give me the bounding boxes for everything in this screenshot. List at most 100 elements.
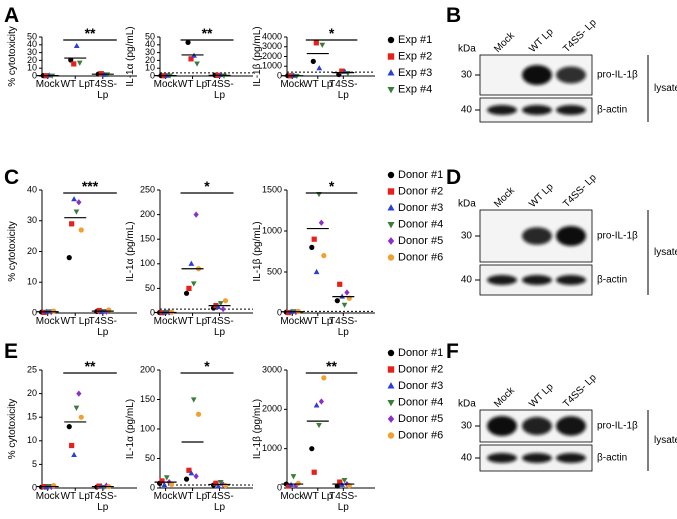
- y-tick-label: 20: [27, 388, 37, 398]
- x-tick-label: T4SS- Lp: [205, 79, 234, 101]
- y-axis-label: % cytotoxicity: [7, 26, 18, 87]
- data-point: [319, 42, 326, 48]
- data-point: [186, 467, 192, 473]
- kda-label: kDa: [458, 199, 476, 210]
- y-tick-label: 10: [27, 435, 37, 445]
- x-tick-label: WT Lp: [60, 316, 90, 327]
- y-tick-label: 0: [277, 70, 282, 80]
- data-point: [41, 309, 47, 315]
- band: [556, 105, 586, 115]
- legend-label: Donor #6: [398, 251, 443, 263]
- y-axis-label: % cytotoxicity: [7, 221, 18, 282]
- y-tick-label: 200: [140, 364, 155, 374]
- y-tick-label: 30: [145, 47, 155, 57]
- data-point: [193, 211, 199, 218]
- data-point: [190, 281, 197, 287]
- band-label: β-actin: [597, 105, 627, 116]
- x-label-box: T4SS- Lp: [88, 491, 117, 513]
- y-tick-label: 0: [277, 307, 282, 317]
- band: [487, 275, 517, 285]
- data-point: [334, 298, 340, 304]
- data-point: [195, 411, 202, 417]
- panel-letter: D: [446, 166, 461, 189]
- legend-label: Exp #4: [398, 83, 432, 95]
- data-point: [313, 402, 320, 408]
- y-tick-label: 2000: [262, 51, 282, 61]
- y-tick-label: 3000: [262, 41, 282, 51]
- band: [487, 416, 517, 436]
- data-point: [222, 483, 229, 489]
- lane-label: Mock: [492, 185, 517, 210]
- data-point: [309, 244, 315, 250]
- x-tick-label: T4SS- Lp: [88, 491, 117, 513]
- data-point: [66, 424, 72, 430]
- x-label-box: WT Lp: [303, 79, 332, 90]
- y-axis-label: IL-1α (pg/mL): [125, 26, 136, 86]
- data-point: [76, 199, 82, 206]
- legend-label: Donor #4: [398, 218, 443, 230]
- legend-label: Donor #1: [398, 347, 443, 359]
- data-point: [76, 60, 83, 66]
- x-tick-label: T4SS- Lp: [329, 316, 358, 338]
- data-point: [341, 478, 348, 484]
- data-point: [183, 290, 190, 296]
- data-point: [96, 307, 102, 314]
- x-label-box: WT Lp: [303, 491, 332, 502]
- data-point: [69, 221, 75, 227]
- data-point: [387, 432, 395, 439]
- legend-label: Donor #3: [398, 380, 443, 392]
- data-point: [69, 442, 75, 449]
- x-tick-label: Mock: [153, 316, 178, 327]
- data-point: [51, 308, 57, 314]
- data-point: [188, 260, 195, 266]
- legend-label: Exp #1: [398, 34, 432, 46]
- x-label-box: T4SS- Lp: [329, 491, 358, 513]
- x-tick-label: T4SS- Lp: [329, 491, 358, 513]
- data-point: [387, 221, 395, 229]
- y-tick-label: 150: [140, 234, 155, 244]
- lane-label: WT Lp: [527, 26, 556, 55]
- data-point: [168, 481, 175, 488]
- data-point: [313, 40, 319, 46]
- y-tick-label: 15: [27, 412, 37, 422]
- significance: **: [326, 358, 337, 374]
- data-point: [295, 480, 301, 486]
- y-tick-label: 200: [140, 209, 155, 219]
- y-tick-label: 30: [27, 215, 37, 225]
- y-tick-label: 25: [27, 364, 37, 374]
- data-point: [311, 236, 317, 242]
- data-point: [73, 209, 80, 215]
- legend-label: Donor #4: [398, 396, 443, 408]
- y-tick-label: 3000: [262, 364, 282, 374]
- fraction-label: lysate: [654, 247, 677, 258]
- legend-label: Donor #1: [398, 169, 443, 181]
- x-tick-label: T4SS- Lp: [205, 316, 234, 338]
- x-label-box: T4SS- Lp: [329, 316, 358, 338]
- y-tick-label: 50: [27, 31, 37, 41]
- panel-letter: B: [446, 4, 461, 27]
- data-point: [344, 289, 350, 296]
- lane-label: WT Lp: [527, 181, 556, 210]
- data-point: [316, 422, 322, 429]
- data-point: [387, 415, 395, 423]
- x-label-box: Mock: [36, 316, 60, 327]
- data-point: [73, 405, 80, 411]
- band: [522, 453, 552, 463]
- x-label-box: WT Lp: [303, 316, 332, 327]
- data-point: [387, 382, 395, 389]
- legend-label: Donor #2: [398, 363, 443, 375]
- band: [556, 275, 586, 285]
- y-tick-label: 150: [140, 394, 155, 404]
- x-label-box: T4SS- Lp: [205, 316, 234, 338]
- data-point: [193, 473, 199, 480]
- y-tick-label: 1500: [262, 184, 282, 194]
- x-label-box: T4SS- Lp: [89, 79, 117, 101]
- y-tick-label: 1000: [262, 61, 282, 71]
- data-point: [337, 281, 343, 287]
- y-tick-label: 20: [145, 55, 155, 65]
- band: [522, 416, 552, 436]
- lane-label: T4SS- Lp: [561, 372, 599, 410]
- y-tick-label: 50: [145, 31, 155, 41]
- marker-label: 40: [461, 105, 473, 116]
